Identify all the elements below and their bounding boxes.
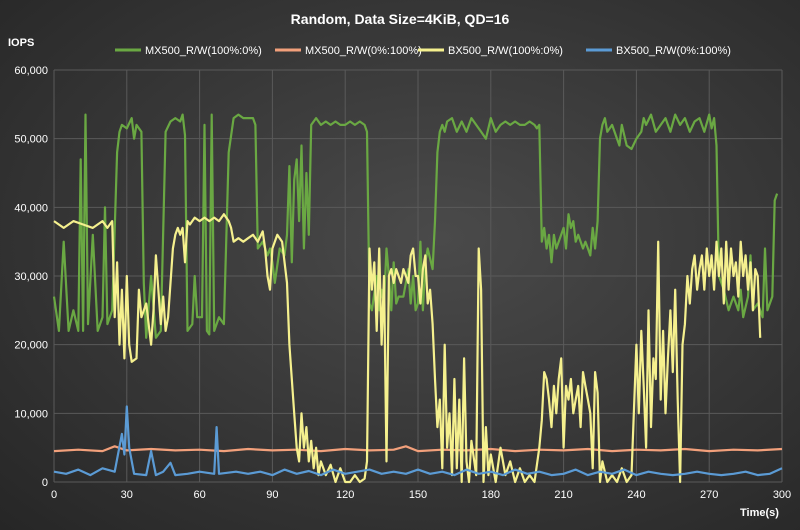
legend-label: BX500_R/W(100%:0%) [448, 45, 563, 57]
legend-item: BX500_R/W(0%:100%) [586, 45, 731, 57]
legend-label: MX500_R/W(100%:0%) [145, 45, 262, 57]
legend-item: MX500_R/W(100%:0%) [115, 45, 262, 57]
series-line [53, 405, 783, 477]
y-tick-label: 30,000 [14, 271, 48, 283]
x-tick-label: 0 [51, 489, 57, 501]
y-tick-label: 20,000 [14, 340, 48, 352]
y-axis-label: IOPS [8, 37, 34, 49]
x-tick-label: 240 [627, 489, 645, 501]
y-tick-label: 50,000 [14, 134, 48, 146]
legend-label: BX500_R/W(0%:100%) [616, 45, 731, 57]
x-tick-labels: 0 30 60 90 120 150 180 210 240 270 300 [51, 489, 791, 501]
chart-title: Random, Data Size=4KiB, QD=16 [291, 11, 510, 27]
series-line [53, 213, 762, 484]
y-tick-label: 10,000 [14, 408, 48, 420]
x-tick-label: 180 [482, 489, 500, 501]
legend-item: MX500_R/W(0%:100%) [275, 45, 422, 57]
y-tick-labels: 0 10,000 20,000 30,000 40,000 50,000 60,000 [14, 65, 48, 489]
x-tick-label: 90 [266, 489, 278, 501]
x-tick-label: 300 [773, 489, 791, 501]
x-tick-label: 150 [409, 489, 427, 501]
series-line [52, 113, 779, 339]
x-tick-label: 120 [336, 489, 354, 501]
x-tick-label: 30 [121, 489, 133, 501]
x-tick-label: 270 [700, 489, 718, 501]
plot-area [52, 113, 783, 484]
series-line [53, 445, 783, 453]
legend-item: BX500_R/W(100%:0%) [418, 45, 563, 57]
legend: MX500_R/W(100%:0%) MX500_R/W(0%:100%) BX50… [115, 45, 731, 57]
legend-label: MX500_R/W(0%:100%) [305, 45, 422, 57]
x-tick-label: 60 [193, 489, 205, 501]
y-tick-label: 0 [42, 477, 48, 489]
y-tick-label: 60,000 [14, 65, 48, 77]
x-axis-label: Time(s) [740, 507, 779, 519]
y-tick-label: 40,000 [14, 202, 48, 214]
x-tick-label: 210 [554, 489, 572, 501]
